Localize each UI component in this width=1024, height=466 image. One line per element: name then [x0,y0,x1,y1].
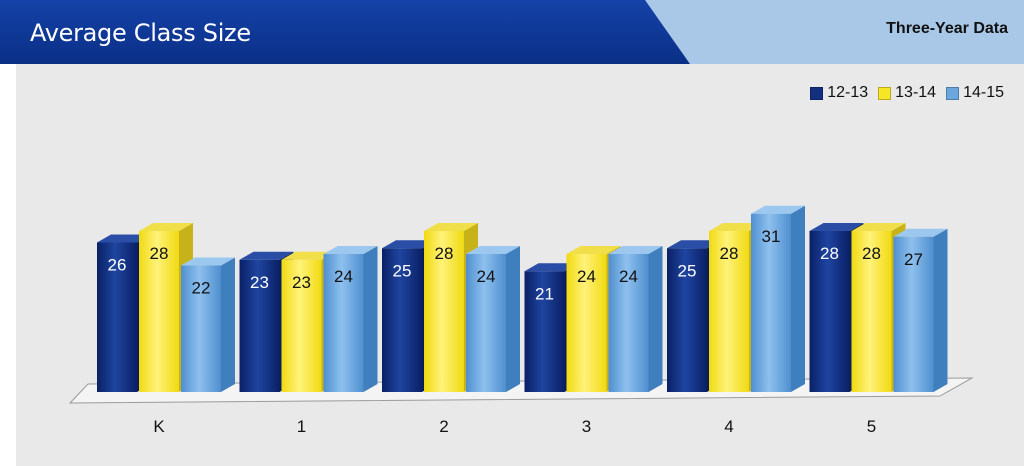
bar-14-15-5 [893,228,948,392]
bar-side [791,205,805,392]
bar-top [709,223,763,231]
bar-top [239,251,294,260]
x-tick-label: 1 [297,417,306,436]
x-tick-label: 3 [582,417,591,436]
bar-front [566,254,607,392]
bar-front [181,265,221,392]
bar-front [139,231,179,392]
bar-front [608,254,649,392]
bar-top [466,246,520,254]
bar-top [181,257,235,266]
data-label: 24 [477,267,496,286]
bar-front [466,254,506,392]
data-label: 31 [762,227,781,246]
bar-front [893,236,934,392]
subtitle-band [640,0,1024,64]
legend-item-14-15: 14-15 [946,84,1004,102]
chart-legend: 12-13 13-14 14-15 [810,84,1004,102]
data-label: 24 [334,267,353,286]
chart-title: Average Class Size [30,19,251,47]
bar-front [709,231,749,392]
data-label: 23 [250,273,269,292]
bar-front [239,259,280,392]
data-label: 28 [862,244,881,263]
x-tick-label: 5 [867,417,876,436]
legend-swatch [946,86,960,100]
x-tick-label: 2 [439,417,448,436]
data-label: 21 [535,284,554,303]
chart-header: Average Class Size Three-Year Data [0,0,1024,64]
bar-side [363,246,378,392]
data-label: 25 [393,261,412,280]
legend-item-13-14: 13-14 [878,84,936,102]
bar-front [524,271,565,392]
bar-side [933,228,948,392]
bar-top [809,223,864,231]
bar-top [323,246,378,254]
legend-label: 14-15 [963,84,1004,101]
bar-top [667,240,721,249]
header-bands [0,0,1024,64]
bar-front [667,248,707,392]
bar-top [751,205,805,214]
legend-item-12-13: 12-13 [810,84,868,102]
bar-14-15-4 [751,205,805,392]
data-label: 28 [435,244,454,263]
bar-14-15-1 [323,246,378,392]
bar-top [139,223,193,231]
bar-side [648,246,663,392]
bar-top [524,263,579,272]
bar-front [382,248,422,392]
data-label: 26 [108,256,127,275]
bar-front [751,213,791,392]
data-label: 23 [292,273,311,292]
data-label: 28 [820,244,839,263]
title-band [0,0,690,64]
bar-front [281,259,322,392]
bar-front [809,231,850,392]
data-label: 24 [619,267,638,286]
bar-front [323,254,364,392]
bar-side [506,246,520,392]
bar-top [893,228,948,237]
bar-top [566,246,621,254]
x-tick-label: K [153,417,165,436]
data-label: 28 [150,244,169,263]
data-label: 24 [577,267,596,286]
legend-label: 12-13 [827,84,869,101]
bar-top [382,240,436,249]
bar-top [97,234,151,243]
data-label: 27 [904,250,923,269]
bar-14-15-K [181,257,235,392]
chart-subtitle: Three-Year Data [886,20,1008,37]
data-label: 22 [192,279,211,298]
data-label: 25 [678,261,697,280]
bar-top [608,246,663,254]
legend-swatch [810,86,824,100]
legend-label: 13-14 [895,84,937,101]
bar-front [424,231,464,392]
bar-side [221,257,235,392]
bar-top [424,223,478,231]
bar-front [851,231,892,392]
data-label: 28 [720,244,739,263]
bar-14-15-3 [608,246,663,392]
bar-14-15-2 [466,246,520,392]
bar-front [97,242,137,392]
bar-top [281,251,336,260]
legend-swatch [878,86,892,100]
x-tick-label: 4 [724,417,733,436]
bar-top [851,223,906,231]
